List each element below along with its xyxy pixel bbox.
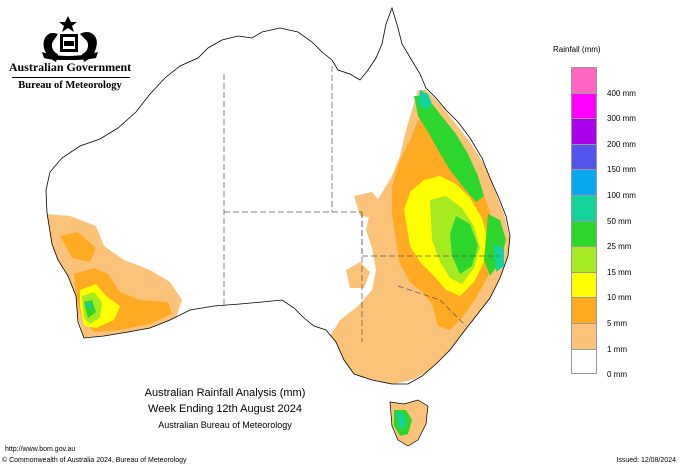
footer-issued: Issued: 12/08/2024: [616, 457, 676, 464]
legend-swatch: [571, 67, 597, 93]
coat-of-arms-logo: [42, 16, 98, 62]
legend-label: 15 mm: [607, 267, 632, 277]
legend-label: 300 mm: [607, 114, 636, 124]
legend-title: Rainfall (mm): [553, 45, 601, 54]
state-borders: [223, 66, 500, 342]
legend-swatch: [571, 297, 597, 323]
legend-swatch: [571, 220, 597, 247]
tasmania: [389, 399, 429, 447]
legend-label: 50 mm: [607, 216, 632, 226]
legend-swatch: [571, 143, 597, 170]
map-title: Australian Rainfall Analysis (mm): [144, 387, 306, 399]
legend-label: 5 mm: [607, 319, 627, 328]
legend-swatch: [571, 322, 597, 349]
footer-copyright: © Commonwealth of Australia 2024, Bureau…: [2, 457, 187, 464]
bureau-title: Bureau of Meteorology: [18, 80, 122, 91]
map-period: Week Ending 12th August 2024: [148, 403, 302, 415]
legend-label: 1 mm: [607, 344, 627, 354]
legend-label: 200 mm: [607, 139, 636, 149]
legend-swatch: [571, 246, 597, 272]
legend-swatch: [571, 169, 597, 195]
legend-label: 0 mm: [607, 370, 627, 380]
legend-swatch: [571, 118, 597, 144]
legend-label: 400 mm: [607, 88, 636, 98]
legend: [571, 67, 597, 375]
legend-label: 100 mm: [607, 191, 636, 200]
legend-swatch: [571, 271, 597, 298]
map-source: Australian Bureau of Meteorology: [158, 420, 292, 430]
legend-swatch: [571, 92, 597, 119]
legend-swatch: [571, 348, 597, 375]
government-title: Australian Government: [8, 60, 132, 74]
legend-label: 25 mm: [607, 242, 632, 252]
legend-swatch: [571, 194, 597, 221]
header-divider: [12, 77, 130, 78]
legend-label: 10 mm: [607, 293, 632, 303]
legend-label: 150 mm: [607, 165, 636, 175]
footer-url: http://www.bom.gov.au: [5, 446, 76, 453]
rainfall-shading: [46, 90, 510, 384]
